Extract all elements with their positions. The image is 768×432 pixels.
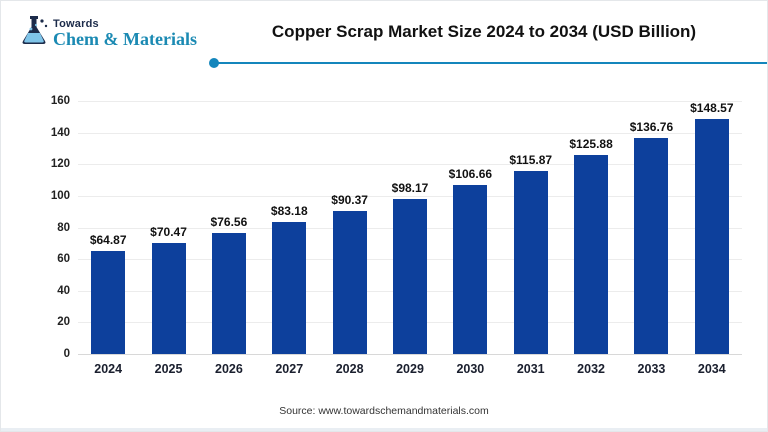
gridline-160 <box>78 101 742 102</box>
header: Towards Chem & Materials Copper Scrap Ma… <box>1 1 767 63</box>
x-tick-label: 2029 <box>396 362 424 376</box>
bar-2032 <box>574 154 609 354</box>
bar-value-label: $125.88 <box>569 136 613 151</box>
y-tick-label: 80 <box>57 221 70 234</box>
bar-2030 <box>453 185 488 354</box>
bar-value-label: $106.66 <box>448 167 493 182</box>
bar-chart: 0 20 40 60 80 100 120 140 160 $64.87 $70.47 $76.56… <box>46 95 742 382</box>
bar-2024 <box>91 251 126 354</box>
bar-value-label: $115.87 <box>509 152 553 167</box>
chart-inner: 0 20 40 60 80 100 120 140 160 $64.87 $70.47 $76.56… <box>46 95 742 360</box>
x-tick-label: 2026 <box>215 362 243 376</box>
logo-chem-materials: Chem & Materials <box>53 29 197 50</box>
logo-text: Towards Chem & Materials <box>53 17 197 50</box>
x-tick-label: 2024 <box>94 362 123 376</box>
bar-2025 <box>151 242 186 354</box>
gridline-0 <box>78 354 742 355</box>
x-tick-label: 2032 <box>577 362 605 376</box>
bar-2034 <box>694 119 729 354</box>
gridline-120 <box>78 164 742 166</box>
logo-towards: Towards <box>53 17 99 30</box>
bottom-strip <box>1 428 767 431</box>
bar-value-label: $70.47 <box>150 224 187 239</box>
x-tick-label: 2027 <box>275 362 304 376</box>
x-tick-label: 2028 <box>335 362 364 376</box>
bar-2026 <box>211 232 246 354</box>
x-tick-label: 2033 <box>637 362 666 376</box>
y-tick-label: 120 <box>50 158 70 171</box>
header-divider <box>209 58 767 68</box>
x-tick-label: 2031 <box>516 362 545 376</box>
bar-2029 <box>393 198 427 354</box>
x-tick-label: 2025 <box>154 362 183 376</box>
x-tick-label: 2030 <box>456 362 485 376</box>
gridline-140 <box>78 132 742 134</box>
gridline-100 <box>78 195 742 197</box>
y-tick-label: 60 <box>57 253 70 266</box>
y-tick-label: 100 <box>50 189 70 202</box>
y-tick-label: 40 <box>57 284 70 297</box>
bar-value-label: $76.56 <box>210 214 248 229</box>
bar-value-label: $98.17 <box>391 180 429 195</box>
bar-value-label: $136.76 <box>629 119 674 134</box>
plot-area: $64.87 $70.47 $76.56 $83.18 $90.37 $98.17 $106… <box>78 101 742 355</box>
y-tick-label: 140 <box>50 126 70 139</box>
bar-2027 <box>272 222 307 354</box>
flask-icon <box>22 16 48 44</box>
bar-value-label: $83.18 <box>270 204 308 219</box>
bar-value-label: $64.87 <box>89 233 127 248</box>
x-axis: 2024 2025 2026 2027 2028 2029 2030 2031 2032 2033… <box>46 362 742 382</box>
footer: Source: www.towardschemandmaterials.com <box>1 401 767 419</box>
y-tick-label: 0 <box>63 348 70 360</box>
brand-logo: Towards Chem & Materials <box>1 15 231 49</box>
y-tick-label: 160 <box>50 95 70 107</box>
y-tick-label: 20 <box>57 316 70 329</box>
bar-2028 <box>332 211 367 354</box>
bar-2033 <box>634 137 669 354</box>
bar-value-label: $148.57 <box>690 101 734 116</box>
y-axis: 0 20 40 60 80 100 120 140 160 <box>46 95 78 360</box>
divider-dot <box>209 58 219 68</box>
bar-2031 <box>513 170 548 354</box>
chart-title: Copper Scrap Market Size 2024 to 2034 (U… <box>271 22 697 41</box>
source-text: Source: www.towardschemandmaterials.com <box>279 405 489 417</box>
bar-value-label: $90.37 <box>331 193 368 208</box>
x-tick-label: 2034 <box>697 362 726 376</box>
